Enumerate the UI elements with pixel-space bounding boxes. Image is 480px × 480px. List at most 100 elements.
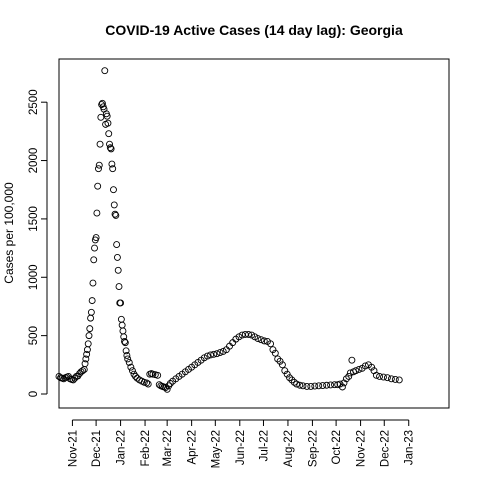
data-point (95, 161, 103, 169)
y-tick-label: 500 (28, 326, 40, 345)
data-point (110, 201, 118, 209)
data-point (121, 339, 129, 347)
y-tick-label: 1000 (28, 264, 40, 290)
data-point (210, 350, 218, 358)
data-point (108, 160, 116, 168)
x-tick-label: Apr-22 (187, 430, 199, 465)
data-point (89, 279, 97, 287)
data-point (87, 314, 95, 322)
data-point (117, 315, 125, 323)
data-point (281, 367, 289, 375)
data-point (118, 321, 126, 329)
y-tick-label: 1500 (28, 206, 40, 232)
data-point (93, 209, 101, 217)
data-point (96, 140, 104, 148)
data-point (86, 325, 94, 333)
data-point (115, 283, 123, 291)
data-point (260, 337, 268, 345)
data-point (111, 210, 119, 218)
data-point (88, 297, 96, 305)
data-point (81, 360, 89, 368)
data-point (121, 338, 128, 345)
data-point (112, 211, 120, 219)
data-point (85, 332, 93, 340)
data-point (278, 361, 286, 369)
x-tick-label: Jan-23 (404, 430, 416, 465)
data-point (361, 362, 369, 370)
data-point (125, 359, 133, 366)
data-point (274, 355, 282, 363)
data-point (296, 381, 304, 389)
data-point (245, 331, 252, 338)
data-point (114, 266, 122, 274)
plot-frame (58, 58, 450, 409)
y-tick-label: 0 (28, 391, 40, 397)
data-point (95, 165, 102, 173)
data-point (113, 253, 121, 261)
data-point (207, 351, 215, 359)
data-point (271, 349, 279, 357)
data-point (345, 373, 353, 380)
data-point (338, 383, 346, 391)
data-point (380, 373, 387, 381)
data-point (79, 367, 87, 375)
data-point (104, 119, 112, 127)
data-point (132, 373, 140, 380)
data-point (286, 374, 293, 382)
data-point (213, 350, 221, 358)
data-point (92, 234, 100, 242)
data-point (387, 375, 395, 383)
data-point (122, 347, 130, 355)
data-point (376, 373, 383, 380)
data-point (269, 346, 277, 354)
data-point (91, 244, 98, 252)
y-tick-label: 2500 (28, 89, 40, 115)
data-point (101, 67, 109, 75)
data-point (355, 366, 363, 373)
data-point (391, 375, 399, 383)
data-point (395, 376, 403, 384)
data-point (216, 349, 224, 357)
data-point (163, 385, 171, 393)
data-point (128, 367, 136, 375)
data-point (166, 380, 174, 387)
y-tick-label: 2000 (28, 148, 40, 174)
data-point (299, 382, 307, 390)
data-point (327, 381, 335, 389)
data-point (288, 376, 296, 384)
data-point (372, 371, 380, 379)
x-tick-label: Sep-22 (307, 430, 319, 467)
data-point (84, 340, 92, 348)
x-tick-label: Nov-21 (67, 430, 79, 467)
data-point (127, 363, 135, 371)
x-tick-label: Jan-22 (116, 430, 128, 465)
x-tick-label: Oct-22 (331, 430, 343, 465)
x-tick-label: Feb-22 (140, 430, 152, 466)
x-tick-label: Dec-22 (379, 430, 391, 467)
x-tick-label: Mar-22 (162, 430, 174, 466)
data-point (117, 299, 125, 307)
data-point (123, 352, 131, 359)
x-tick-label: Nov-22 (356, 430, 368, 467)
data-point (94, 182, 102, 190)
data-point (124, 355, 132, 363)
data-point (311, 382, 319, 390)
data-point (82, 355, 90, 363)
data-point (97, 113, 105, 121)
data-point (340, 379, 348, 387)
data-point (143, 379, 151, 387)
data-point (315, 382, 323, 390)
data-point (352, 367, 360, 375)
data-point (107, 145, 115, 153)
data-point (307, 382, 315, 390)
data-points (55, 67, 403, 393)
data-point (257, 336, 265, 344)
data-point (226, 342, 233, 350)
data-point (203, 352, 211, 360)
x-tick-label: Jul-22 (258, 430, 270, 461)
data-point (103, 112, 111, 120)
data-point (106, 144, 114, 152)
data-point (323, 381, 331, 389)
data-point (106, 140, 113, 148)
